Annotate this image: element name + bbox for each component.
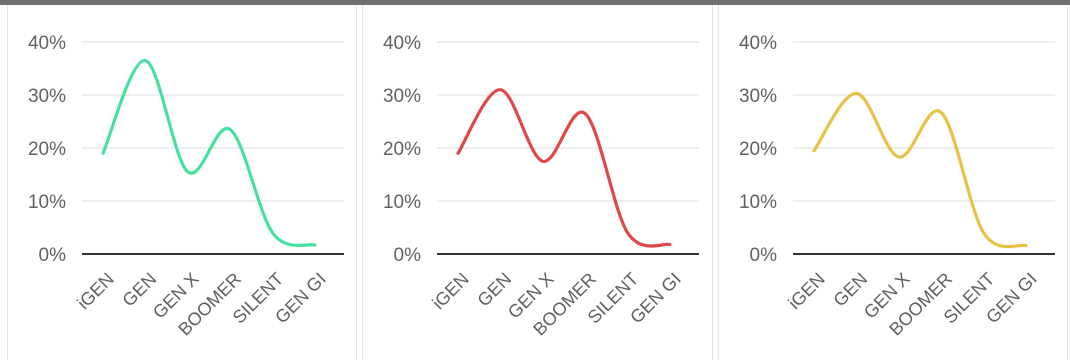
y-tick-label: 20% [739, 139, 777, 160]
series-line [456, 88, 672, 248]
x-tick-label: iGEN [784, 269, 829, 314]
y-tick-label: 10% [28, 192, 66, 213]
top-divider [0, 0, 1070, 5]
y-tick-label: 40% [739, 33, 777, 54]
y-tick-label: 40% [28, 33, 66, 54]
y-tick-label: 30% [383, 86, 421, 107]
chart-panel-green: 0% 10% 20% 30% 40% iGEN GEN GEN X BOOMER SILENT GE… [7, 5, 357, 360]
y-tick-label: 20% [383, 139, 421, 160]
y-tick-label: 10% [739, 192, 777, 213]
chart-panel-yellow: 0% 10% 20% 30% 40% iGEN GEN GEN X BOOMER SILENT GE… [718, 5, 1068, 360]
y-tick-label: 0% [39, 245, 67, 266]
y-tick-label: 30% [739, 86, 777, 107]
y-tick-label: 0% [750, 245, 778, 266]
chart-panel-red: 0% 10% 20% 30% 40% iGEN GEN GEN X BOOMER SILENT GE… [362, 5, 713, 360]
y-tick-label: 40% [383, 33, 421, 54]
x-tick-label: iGEN [73, 269, 118, 314]
x-tick-label: iGEN [428, 269, 473, 314]
series-line [101, 59, 317, 247]
y-tick-label: 10% [383, 192, 421, 213]
y-tick-label: 0% [394, 245, 422, 266]
y-tick-label: 20% [28, 139, 66, 160]
series-line [812, 91, 1028, 249]
y-tick-label: 30% [28, 86, 66, 107]
